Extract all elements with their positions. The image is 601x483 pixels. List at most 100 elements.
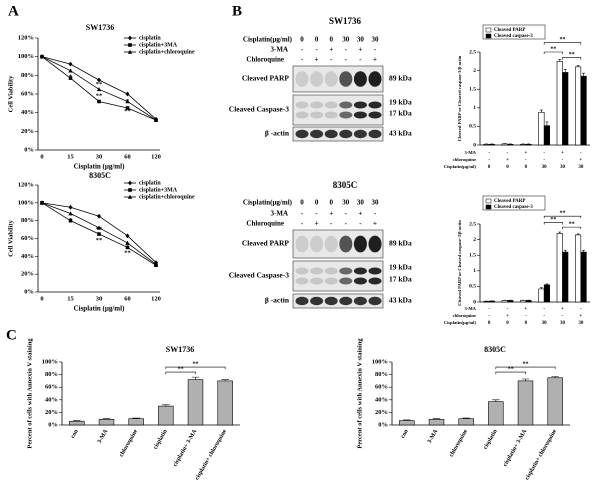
blot-band xyxy=(310,111,324,119)
significance: ** xyxy=(124,108,131,115)
error-bar xyxy=(462,417,470,419)
kda-label: 17 kDa xyxy=(389,109,412,118)
legend-label: cisplatin+chloroquine xyxy=(139,194,195,200)
y-tick-label: 60% xyxy=(45,384,58,391)
condition-value: - xyxy=(301,46,304,54)
condition-value: 0 xyxy=(329,36,333,44)
blot-band xyxy=(310,129,324,139)
x-tick-label: 3-MA xyxy=(97,428,110,445)
blot-title: SW1736 xyxy=(329,16,362,26)
significance: * xyxy=(69,74,72,81)
blot-band xyxy=(324,277,338,285)
marker xyxy=(68,211,73,216)
y-tick-label: 20% xyxy=(375,409,388,416)
significance: * xyxy=(69,217,72,224)
error-bar xyxy=(551,376,559,378)
blot-band xyxy=(368,235,382,253)
bar xyxy=(128,418,144,426)
y-tick-label: 0 xyxy=(473,142,476,148)
kda-label: 19 kDa xyxy=(389,263,412,272)
condition-value: + xyxy=(506,158,509,163)
significance: ** xyxy=(560,37,566,43)
error-bar xyxy=(558,231,562,234)
bar xyxy=(525,300,532,303)
error-bar xyxy=(403,419,411,421)
bar xyxy=(399,420,415,426)
y-axis-label: Percent of cells with Annexin V staining xyxy=(26,338,33,449)
bar xyxy=(501,300,508,303)
condition-label: Cisplatin(μg/ml) xyxy=(444,164,477,169)
x-tick-label: 0 xyxy=(40,295,43,302)
bar xyxy=(543,284,550,303)
condition-label: 3-MA xyxy=(271,210,289,218)
y-tick-label: 2 xyxy=(473,68,476,74)
bar xyxy=(547,377,563,426)
chart-title: SW1736 xyxy=(86,23,114,32)
error-bar xyxy=(563,69,567,73)
blot-band xyxy=(324,235,338,253)
x-tick-label: con xyxy=(400,428,410,439)
legend-label: cisplatin+chloroquine xyxy=(139,49,195,55)
y-tick-label: 80% xyxy=(375,371,388,378)
significance: ** xyxy=(569,221,575,227)
significance: ** xyxy=(560,211,566,217)
significance: * xyxy=(126,98,129,105)
marker xyxy=(125,245,130,250)
condition-value: 30 xyxy=(542,321,548,326)
error-bar xyxy=(540,287,543,289)
condition-value: - xyxy=(507,307,509,312)
bar xyxy=(507,143,514,146)
condition-value: + xyxy=(315,56,319,64)
condition-value: + xyxy=(579,314,582,319)
blot-band xyxy=(368,277,382,285)
blot-band xyxy=(353,111,367,119)
blot-band xyxy=(310,235,324,253)
condition-value: 0 xyxy=(506,321,509,326)
legend-label: cisplatin xyxy=(139,35,161,41)
bar xyxy=(158,405,174,426)
x-axis-label: Cisplatin (μg/ml) xyxy=(74,163,126,171)
bar xyxy=(575,66,582,146)
chart-title: 8305C xyxy=(89,171,111,180)
significance-bracket xyxy=(165,366,226,370)
blot-band xyxy=(324,111,338,119)
significance: ** xyxy=(508,366,514,372)
marker xyxy=(68,204,73,210)
condition-value: - xyxy=(330,56,333,64)
band-label: β -actin xyxy=(265,129,290,138)
condition-value: - xyxy=(525,158,527,163)
kda-label: 17 kDa xyxy=(389,275,412,284)
x-tick-label: 3-MA xyxy=(427,428,440,445)
blot-title: 8305C xyxy=(333,180,358,190)
bar xyxy=(428,419,445,426)
bar xyxy=(69,420,85,426)
marker xyxy=(97,213,101,219)
marker xyxy=(68,68,73,73)
marker xyxy=(96,225,102,230)
y-axis-label: Cleaved PARP or Cleaved caspase-3/β-acti… xyxy=(457,55,462,141)
condition-value: 30 xyxy=(578,321,584,326)
blot-band xyxy=(353,129,367,139)
significance: ** xyxy=(178,366,184,372)
condition-value: - xyxy=(525,314,527,319)
y-tick-label: 20% xyxy=(45,409,58,416)
y-tick-label: 120% xyxy=(18,181,34,188)
condition-value: - xyxy=(301,210,304,218)
significance-bracket xyxy=(543,222,563,225)
blot-band xyxy=(295,101,309,109)
condition-value: 0 xyxy=(300,36,304,44)
y-tick-label: 80% xyxy=(21,217,34,224)
condition-value: 30 xyxy=(372,36,380,44)
condition-value: + xyxy=(373,56,377,64)
panel-label: C xyxy=(6,327,17,343)
condition-value: - xyxy=(562,158,564,163)
significance-bracket xyxy=(495,371,526,375)
error-bar xyxy=(432,418,441,420)
blot-band xyxy=(324,267,338,275)
legend-label: cisplatin xyxy=(139,180,161,186)
significance-bracket xyxy=(495,366,556,370)
bar xyxy=(562,251,569,303)
blot-band xyxy=(295,71,309,87)
condition-value: - xyxy=(543,314,545,319)
condition-value: + xyxy=(579,158,582,163)
